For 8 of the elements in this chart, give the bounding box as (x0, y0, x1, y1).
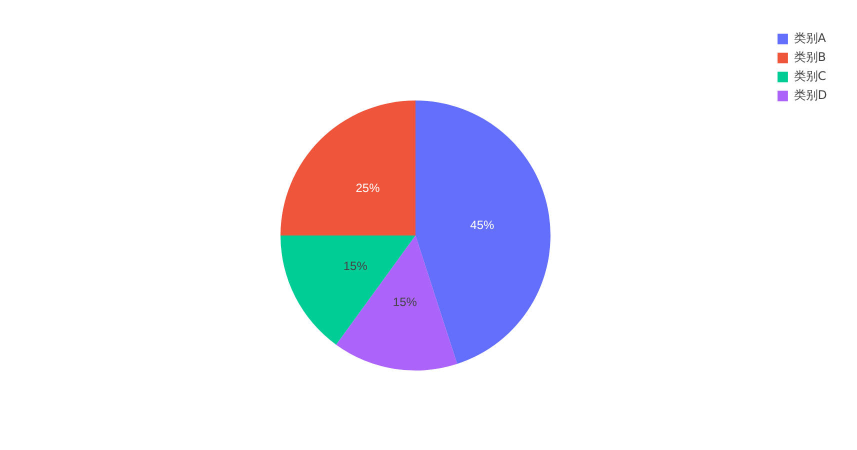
legend-label: 类别C (794, 68, 826, 85)
legend-label: 类别D (794, 87, 827, 104)
legend-label: 类别B (794, 49, 826, 66)
legend-label: 类别A (794, 30, 826, 47)
data-label: 25% (356, 180, 380, 195)
data-label: 45% (470, 218, 495, 232)
data-label: 15% (392, 295, 418, 310)
data-label: 15% (343, 259, 368, 274)
